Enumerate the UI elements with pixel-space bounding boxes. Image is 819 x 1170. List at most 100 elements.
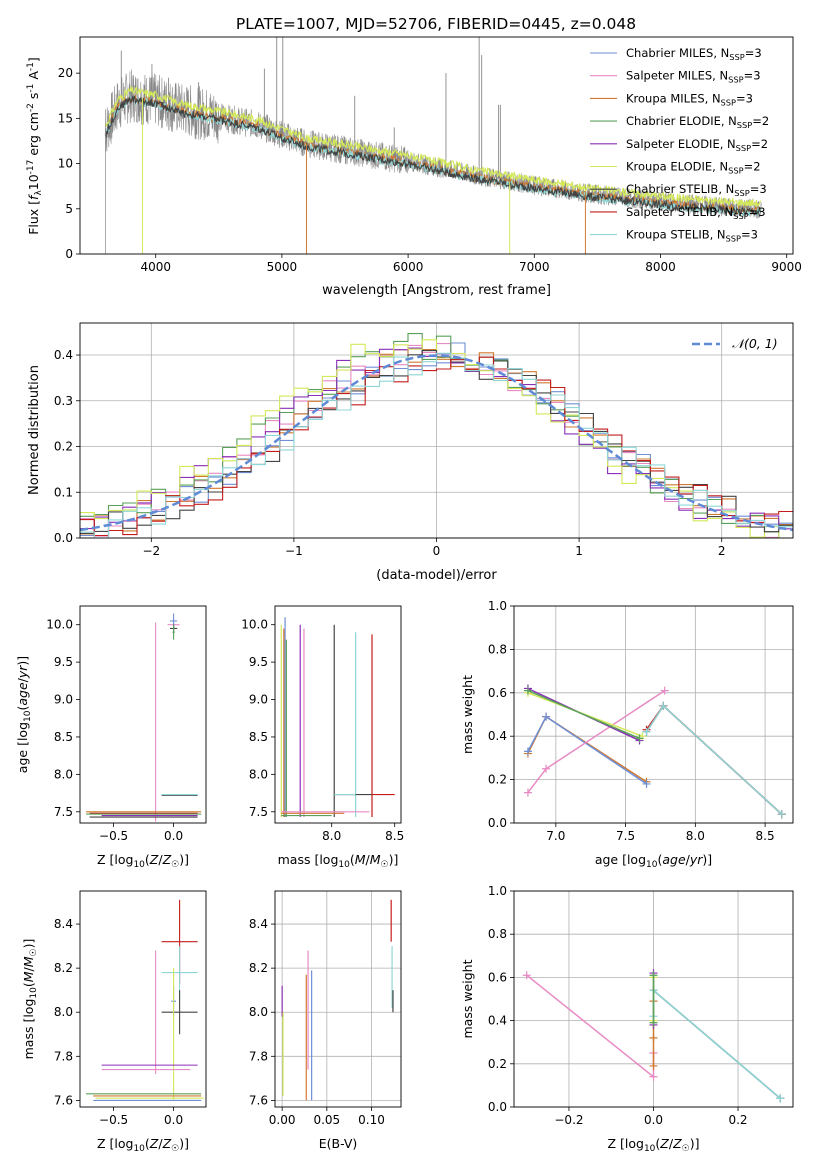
x-axis-label-part: Z [162, 852, 172, 867]
y-axis-label-part: M [21, 956, 36, 967]
legend-label-part: SSP [734, 188, 749, 198]
y-axis-label-part: f [26, 194, 41, 200]
mass-vs-Z-panel: −0.5 0.07.67.88.08.28.4Z [log10(Z/Z☉)]mas… [21, 890, 207, 1154]
legend-label-part: =3 [749, 205, 766, 219]
x-axis-label: wavelength [Angstrom, rest frame] [322, 283, 551, 298]
x-axis-label-part: / [158, 1136, 163, 1151]
panels: 4000 5000 6000 7000 8000 900005101520Chabrier… [15, 36, 802, 1154]
legend-label: Chabrier ELODIE, NSSP=2 [626, 114, 769, 130]
y-tick-label: 0.4 [54, 348, 73, 362]
y-axis-label-part: yr [15, 665, 30, 679]
legend-label-part: =3 [736, 91, 753, 105]
y-tick-label: 8.4 [54, 917, 73, 931]
legend-label-part: Chabrier ELODIE, N [626, 114, 737, 128]
x-axis-label-part: Z [162, 1136, 172, 1151]
y-tick-label: 8.0 [54, 767, 73, 781]
x-axis-label-part: )] [702, 852, 712, 867]
plus-marker [649, 1061, 658, 1070]
y-tick-label: 7.6 [249, 1093, 268, 1107]
y-tick-label: 7.5 [54, 805, 73, 819]
mass-weight-vs-Z-panel: −0.2 0.0 0.20.00.20.40.60.81.0Z [log10(Z/Z… [460, 884, 794, 1154]
x-axis-label: Z [log10(Z/Z☉)] [607, 1136, 699, 1154]
legend-label-part: SSP [733, 211, 748, 221]
x-tick-label: 0 [433, 544, 441, 558]
y-axis-label-part: age [15, 682, 30, 706]
y-tick-label: 10.0 [241, 618, 268, 632]
plot-content [280, 617, 395, 818]
y-tick-label: 8.0 [54, 1005, 73, 1019]
mass-weight-vs-age-panel: 7.0 7.5 8.0 8.5 0.0 0.2 0.4 0.6 0.8 1.0 age [log10… [460, 599, 794, 870]
axes-frame [79, 322, 794, 539]
x-axis-label-part: Z [log [97, 852, 133, 867]
y-axis-label-part: mass [log [21, 999, 36, 1060]
legend-label-part: =2 [744, 160, 761, 174]
plus-marker [649, 1018, 658, 1027]
y-tick-label: 0.6 [488, 970, 507, 984]
y-axis-label-part: -17 [26, 160, 36, 175]
y-tick-label: 8.0 [249, 1005, 268, 1019]
legend-label: Chabrier STELIB, NSSP=3 [626, 182, 767, 198]
y-tick-label: 8.4 [249, 917, 268, 931]
y-tick-label: 0.4 [488, 729, 507, 743]
y-tick-label: 10.0 [46, 618, 73, 632]
y-tick-label: 9.0 [249, 693, 268, 707]
y-axis-label-part: ( [21, 982, 36, 987]
spectrum-panel: 4000 5000 6000 7000 8000 9000 0 5 10 15 20 Chabrier… [26, 36, 802, 298]
y-axis-label: Normed distribution [27, 365, 42, 495]
y-axis-label-part: λ [34, 190, 44, 196]
y-tick-label: 0.2 [488, 773, 507, 787]
y-axis-label-part: 10 [23, 710, 33, 722]
y-axis-label-part: ☉ [29, 948, 39, 956]
x-axis-label-part: ( [145, 1136, 150, 1151]
x-tick-label: 8.0 [322, 829, 341, 843]
y-axis-label: Flux [fλ10-17 erg cm-2 s-1 A-1] [26, 57, 44, 235]
x-axis-label-part: ☉ [171, 1144, 179, 1154]
y-tick-label: 7.8 [249, 1049, 268, 1063]
x-axis-label-part: ( [145, 852, 150, 867]
x-axis-label-part: age [662, 852, 686, 867]
y-axis-label-part: 10 [26, 174, 41, 190]
x-tick-label: −2 [142, 544, 160, 558]
legend-label-part: SSP [736, 143, 751, 153]
plot-area [80, 606, 206, 823]
x-axis-label-part: age [log [595, 852, 646, 867]
plot-area [514, 606, 793, 823]
x-tick-label: 8.5 [385, 829, 404, 843]
y-tick-label: 15 [58, 111, 73, 125]
plus-marker [776, 1094, 785, 1103]
model-line [104, 95, 762, 217]
y-tick-label: 8.5 [249, 730, 268, 744]
x-tick-label: 2 [718, 544, 726, 558]
y-tick-label: 0.6 [488, 686, 507, 700]
y-axis-label-part: Flux [ [26, 200, 41, 235]
x-tick-label: 0.00 [269, 1113, 296, 1127]
x-axis-label-part: 10 [644, 1144, 656, 1154]
weight-line [527, 689, 640, 740]
x-axis-label-part: / [366, 852, 371, 867]
y-tick-label: 7.6 [54, 1093, 73, 1107]
y-axis-label-part: -1 [26, 84, 36, 93]
axes-frame [79, 36, 794, 255]
y-tick-label: 20 [58, 66, 73, 80]
x-axis-label: mass [log10(M/M☉)] [278, 852, 399, 870]
x-axis-label-part: / [158, 852, 163, 867]
legend-label-part: =2 [752, 114, 769, 128]
mass-vs-EBV-panel: 0.00 0.05 0.10 7.6 7.8 8.0 8.2 8.4 E(B-V) [249, 890, 402, 1151]
x-axis-label-part: Z [log [607, 1136, 643, 1151]
plus-marker [660, 686, 669, 695]
axes-frame [274, 605, 402, 824]
x-axis-label-part: E(B-V) [319, 1136, 358, 1151]
x-axis-label-part: 10 [133, 1144, 145, 1154]
y-tick-label: 0.0 [54, 531, 73, 545]
x-axis-label: E(B-V) [319, 1136, 358, 1151]
legend-label-part: SSP [728, 75, 743, 85]
y-axis-label: mass [log10(M/M☉)] [21, 939, 39, 1060]
y-axis-label-part: 10 [29, 987, 39, 999]
legend-label-part: =3 [745, 46, 762, 60]
axes-frame [79, 605, 207, 824]
x-axis-label-part: 10 [646, 860, 658, 870]
legend-label: Kroupa ELODIE, NSSP=2 [626, 160, 761, 176]
histogram-step [80, 339, 793, 538]
